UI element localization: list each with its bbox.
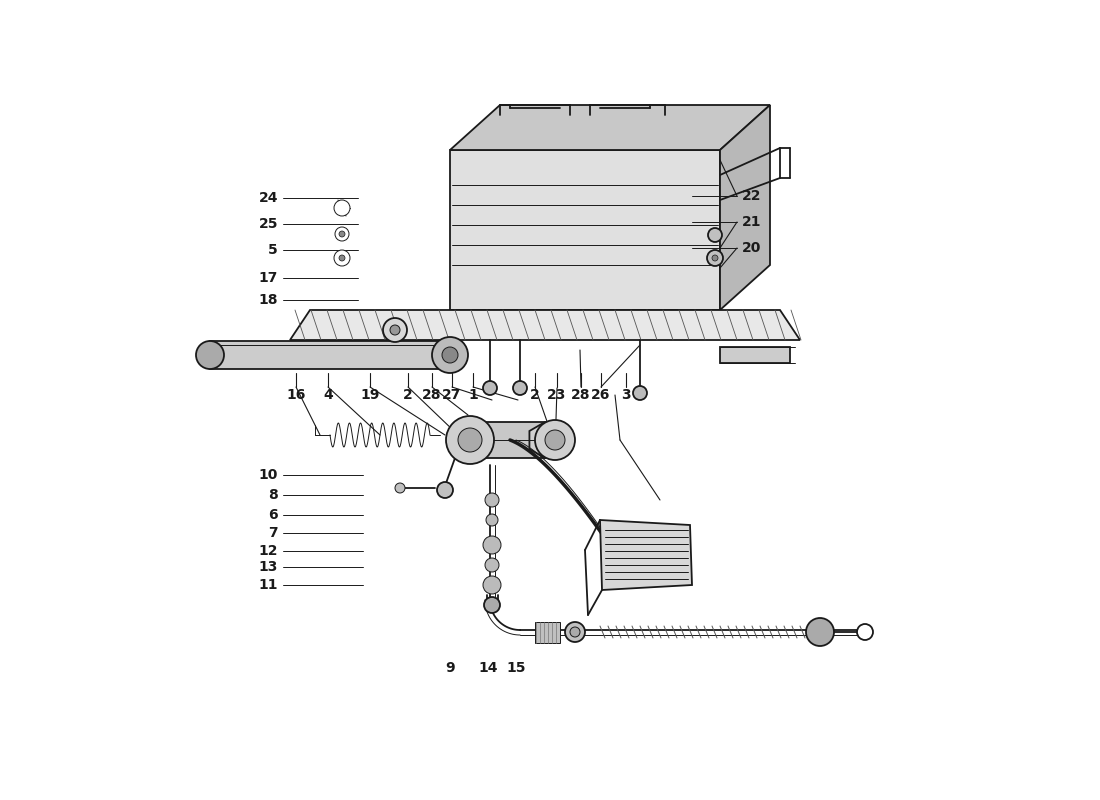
Circle shape bbox=[486, 514, 498, 526]
Circle shape bbox=[712, 255, 718, 261]
Text: 4: 4 bbox=[323, 388, 333, 402]
Circle shape bbox=[442, 347, 458, 363]
Polygon shape bbox=[529, 422, 561, 458]
Text: 2: 2 bbox=[403, 388, 412, 402]
Circle shape bbox=[339, 255, 345, 261]
Circle shape bbox=[390, 325, 400, 335]
Circle shape bbox=[570, 627, 580, 637]
Text: 3: 3 bbox=[621, 388, 630, 402]
Polygon shape bbox=[290, 310, 800, 340]
Text: 2: 2 bbox=[530, 388, 540, 402]
Text: 12: 12 bbox=[258, 544, 278, 558]
Circle shape bbox=[485, 558, 499, 572]
Polygon shape bbox=[476, 422, 544, 458]
Circle shape bbox=[483, 381, 497, 395]
Circle shape bbox=[806, 618, 834, 646]
Text: 28: 28 bbox=[571, 388, 591, 402]
Polygon shape bbox=[450, 150, 720, 310]
Polygon shape bbox=[600, 520, 692, 590]
Text: 19: 19 bbox=[361, 388, 379, 402]
Circle shape bbox=[334, 200, 350, 216]
Text: 21: 21 bbox=[742, 215, 761, 229]
Circle shape bbox=[535, 420, 575, 460]
Circle shape bbox=[857, 624, 873, 640]
Circle shape bbox=[544, 430, 565, 450]
Text: 28: 28 bbox=[422, 388, 442, 402]
Text: 7: 7 bbox=[268, 526, 278, 540]
Circle shape bbox=[336, 227, 349, 241]
Text: 22: 22 bbox=[742, 189, 761, 203]
Circle shape bbox=[383, 318, 407, 342]
Circle shape bbox=[334, 250, 350, 266]
Circle shape bbox=[196, 341, 224, 369]
Text: 11: 11 bbox=[258, 578, 278, 592]
Polygon shape bbox=[210, 341, 450, 369]
Circle shape bbox=[485, 493, 499, 507]
Circle shape bbox=[458, 428, 482, 452]
Text: 20: 20 bbox=[742, 241, 761, 255]
Text: 23: 23 bbox=[548, 388, 566, 402]
Circle shape bbox=[432, 337, 468, 373]
Text: 16: 16 bbox=[286, 388, 306, 402]
Text: 13: 13 bbox=[258, 560, 278, 574]
Circle shape bbox=[708, 228, 722, 242]
Circle shape bbox=[707, 250, 723, 266]
Polygon shape bbox=[720, 347, 790, 363]
Circle shape bbox=[395, 483, 405, 493]
Polygon shape bbox=[720, 105, 770, 310]
Circle shape bbox=[513, 381, 527, 395]
Circle shape bbox=[339, 231, 345, 237]
Text: 6: 6 bbox=[268, 508, 278, 522]
Text: 10: 10 bbox=[258, 468, 278, 482]
Text: 14: 14 bbox=[478, 661, 497, 675]
Text: 18: 18 bbox=[258, 293, 278, 307]
Polygon shape bbox=[535, 622, 560, 643]
Circle shape bbox=[483, 576, 500, 594]
Text: 17: 17 bbox=[258, 271, 278, 285]
Text: 15: 15 bbox=[506, 661, 526, 675]
Text: 26: 26 bbox=[592, 388, 611, 402]
Circle shape bbox=[437, 482, 453, 498]
Text: 27: 27 bbox=[442, 388, 462, 402]
Text: 5: 5 bbox=[268, 243, 278, 257]
Text: 1: 1 bbox=[469, 388, 477, 402]
Circle shape bbox=[632, 386, 647, 400]
Circle shape bbox=[483, 536, 500, 554]
Text: 25: 25 bbox=[258, 217, 278, 231]
Circle shape bbox=[446, 416, 494, 464]
Circle shape bbox=[484, 597, 500, 613]
Circle shape bbox=[565, 622, 585, 642]
Polygon shape bbox=[450, 105, 770, 150]
Text: 8: 8 bbox=[268, 488, 278, 502]
Text: 24: 24 bbox=[258, 191, 278, 205]
Text: 9: 9 bbox=[446, 661, 454, 675]
